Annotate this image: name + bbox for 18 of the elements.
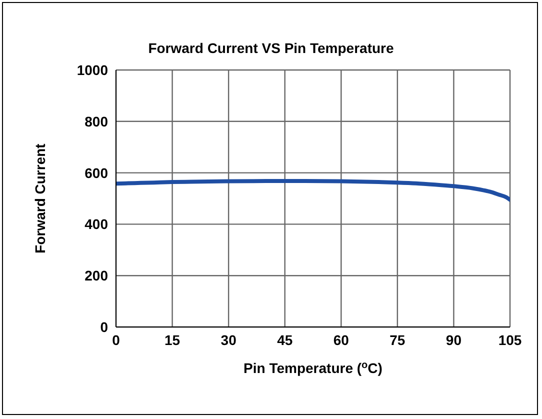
x-tick-label: 30 bbox=[220, 332, 237, 348]
x-tick-label: 105 bbox=[498, 332, 522, 348]
y-tick-label: 200 bbox=[84, 268, 108, 284]
x-tick-label: 0 bbox=[112, 332, 120, 348]
x-tick-label: 45 bbox=[277, 332, 293, 348]
y-tick-label: 600 bbox=[84, 164, 108, 181]
y-tick-label: 400 bbox=[84, 216, 108, 232]
chart-title: Forward Current VS Pin Temperature bbox=[147, 40, 395, 56]
y-axis-title: Forward Current bbox=[32, 143, 48, 254]
y-tick-label: 0 bbox=[100, 318, 108, 335]
x-tick-label: 15 bbox=[164, 332, 180, 348]
y-tick-label: 1000 bbox=[76, 62, 108, 78]
x-tick-label: 75 bbox=[390, 332, 406, 348]
x-axis-title: Pin Temperature ($^{o}$C) bbox=[244, 360, 382, 376]
x-tick-label: 60 bbox=[333, 332, 350, 348]
x-tick-label: 90 bbox=[446, 332, 462, 348]
line-series bbox=[116, 179, 510, 202]
y-tick-label: 800 bbox=[84, 113, 108, 130]
